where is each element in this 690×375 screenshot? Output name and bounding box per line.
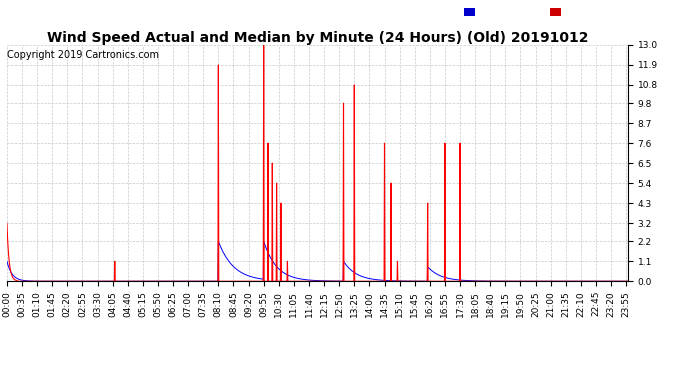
- Legend: Median (mph), Wind (mph): Median (mph), Wind (mph): [464, 8, 623, 17]
- Text: Copyright 2019 Cartronics.com: Copyright 2019 Cartronics.com: [7, 50, 159, 60]
- Title: Wind Speed Actual and Median by Minute (24 Hours) (Old) 20191012: Wind Speed Actual and Median by Minute (…: [47, 31, 588, 45]
